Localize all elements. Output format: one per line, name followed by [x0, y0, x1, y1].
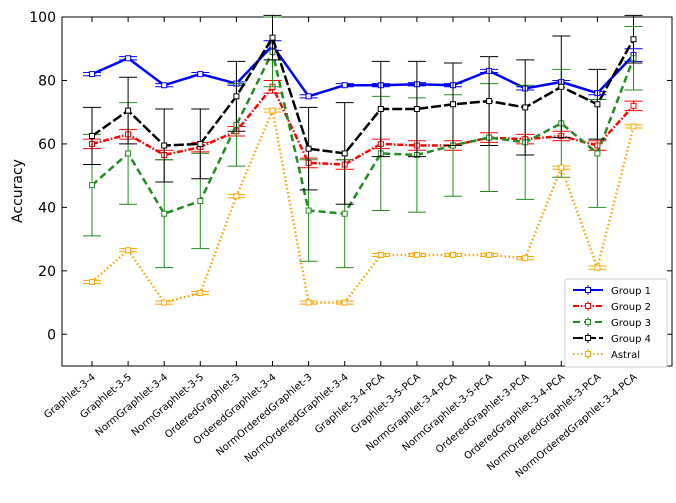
- data-point: [522, 104, 529, 111]
- legend-label: Group 4: [611, 334, 651, 345]
- data-point: [341, 82, 348, 89]
- series-line: [91, 36, 635, 155]
- series-line: [91, 109, 635, 304]
- series-layer: [83, 14, 643, 306]
- series-line: [91, 85, 635, 166]
- y-axis-title: Accuracy: [10, 159, 26, 223]
- legend-label: Astral: [611, 350, 640, 361]
- data-point: [125, 55, 132, 62]
- data-point: [89, 71, 95, 78]
- data-point: [269, 34, 276, 41]
- data-point: [486, 251, 493, 258]
- data-point: [630, 36, 637, 43]
- data-point: [594, 264, 601, 271]
- data-point: [594, 150, 601, 157]
- data-point: [197, 140, 204, 147]
- data-point: [89, 278, 95, 285]
- y-tick-label: 60: [38, 137, 56, 153]
- data-point: [269, 107, 276, 114]
- data-point: [413, 106, 420, 113]
- legend-swatch-marker: [585, 335, 591, 341]
- data-point: [161, 142, 168, 149]
- data-point: [486, 98, 493, 105]
- data-point: [197, 71, 204, 78]
- series-line: [91, 44, 635, 98]
- data-point: [594, 101, 601, 108]
- legend-item: Group 2: [573, 301, 651, 313]
- data-point: [341, 150, 348, 157]
- data-point: [197, 198, 204, 205]
- plot-frame: [61, 16, 673, 367]
- data-point: [558, 164, 565, 171]
- data-point: [522, 255, 529, 262]
- data-point: [125, 247, 132, 254]
- series-astral: [83, 107, 643, 306]
- data-point: [233, 93, 240, 100]
- data-point: [233, 193, 240, 200]
- legend: Group 1 Group 2 Group 3 Group 4 Astral: [564, 278, 668, 368]
- data-point: [377, 251, 384, 258]
- data-point: [161, 210, 168, 217]
- y-tick-label: 100: [29, 10, 56, 26]
- legend-label: Group 2: [611, 302, 651, 313]
- data-point: [305, 207, 312, 214]
- data-point: [197, 290, 204, 297]
- data-point: [413, 251, 420, 258]
- legend-box: [564, 278, 668, 368]
- series-line: [91, 50, 635, 215]
- data-point: [305, 93, 312, 100]
- data-point: [161, 299, 168, 306]
- data-point: [341, 299, 348, 306]
- data-point: [630, 123, 637, 130]
- data-point: [450, 251, 456, 258]
- legend-swatch-marker: [585, 303, 591, 309]
- data-point: [558, 83, 565, 90]
- data-point: [89, 132, 95, 139]
- y-tick-label: 80: [38, 73, 56, 89]
- data-point: [377, 106, 384, 113]
- y-axis: 0 20 40 60 80 100: [29, 10, 672, 343]
- legend-swatch-marker: [585, 287, 591, 293]
- data-point: [161, 82, 168, 89]
- legend-label: Group 3: [611, 318, 651, 329]
- y-tick-label: 0: [47, 327, 56, 343]
- legend-item: Group 3: [573, 317, 651, 329]
- legend-item: Group 4: [573, 333, 651, 345]
- series-group-4: [83, 14, 643, 205]
- data-point: [125, 150, 132, 157]
- legend-swatch-marker: [585, 319, 591, 325]
- data-point: [125, 107, 132, 114]
- legend-label: Group 1: [611, 286, 651, 297]
- data-point: [305, 145, 312, 152]
- legend-item: Astral: [573, 349, 640, 361]
- y-tick-label: 20: [38, 264, 56, 280]
- y-tick-label: 40: [38, 200, 56, 216]
- legend-swatch-marker: [585, 351, 591, 357]
- data-point: [450, 101, 456, 108]
- data-point: [630, 102, 637, 109]
- data-point: [341, 210, 348, 217]
- data-point: [305, 299, 312, 306]
- series-group-3: [83, 16, 643, 269]
- legend-item: Group 1: [573, 285, 651, 297]
- data-point: [89, 182, 95, 189]
